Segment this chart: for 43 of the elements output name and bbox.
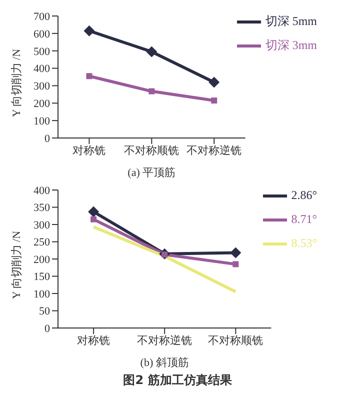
y-tick-label: 100 — [34, 115, 50, 128]
y-tick-label: 350 — [34, 202, 50, 214]
point — [146, 46, 158, 58]
point — [230, 247, 242, 258]
x-tick-label: 对称铣 — [77, 334, 110, 347]
legend-label: 8.71° — [291, 212, 317, 226]
y-tick-label: 300 — [34, 80, 50, 93]
y-tick-label: 400 — [34, 184, 50, 197]
y-tick-label: 700 — [34, 10, 50, 23]
y-tick-label: 50 — [39, 306, 50, 318]
y-tick-label: 0 — [44, 132, 50, 145]
legend-label: 8.53° — [291, 236, 317, 250]
point — [148, 88, 155, 94]
y-tick-label: 300 — [34, 219, 50, 232]
y-tick-label: 600 — [34, 28, 50, 40]
point — [232, 261, 239, 268]
point — [88, 206, 100, 218]
y-tick-label: 250 — [34, 236, 50, 249]
point — [84, 25, 95, 36]
point — [90, 216, 97, 222]
y-axis-title: Y 向切削力 /N — [10, 48, 23, 117]
x-tick-label: 不对称顺铣 — [124, 144, 180, 157]
y-tick-label: 100 — [34, 288, 50, 300]
point — [86, 73, 92, 80]
y-tick-label: 0 — [44, 322, 50, 335]
point — [211, 98, 218, 104]
y-tick-label: 150 — [34, 271, 50, 284]
x-tick-label: 不对称逆铣 — [186, 144, 242, 157]
caption: 图2 筋加工仿真结果 — [122, 372, 233, 389]
x-tick-label: 不对称逆铣 — [137, 334, 192, 347]
x-tick-label: 对称铣 — [72, 144, 106, 157]
y-tick-label: 400 — [34, 63, 50, 76]
legend-label: 切深 5mm — [265, 14, 317, 28]
legend-label: 切深 3mm — [265, 38, 317, 52]
x-axis-title: (a) 平顶筋 — [128, 167, 176, 179]
x-tick-label: 不对称顺铣 — [208, 334, 264, 347]
y-tick-label: 500 — [34, 46, 50, 58]
y-tick-label: 200 — [34, 98, 50, 110]
y-axis-title: Y 向切削力 /N — [10, 230, 23, 299]
y-tick-label: 200 — [34, 254, 50, 266]
x-axis-title: (b) 斜顶筋 — [140, 357, 189, 369]
point — [208, 76, 220, 88]
legend-label: 2.86° — [291, 188, 317, 202]
